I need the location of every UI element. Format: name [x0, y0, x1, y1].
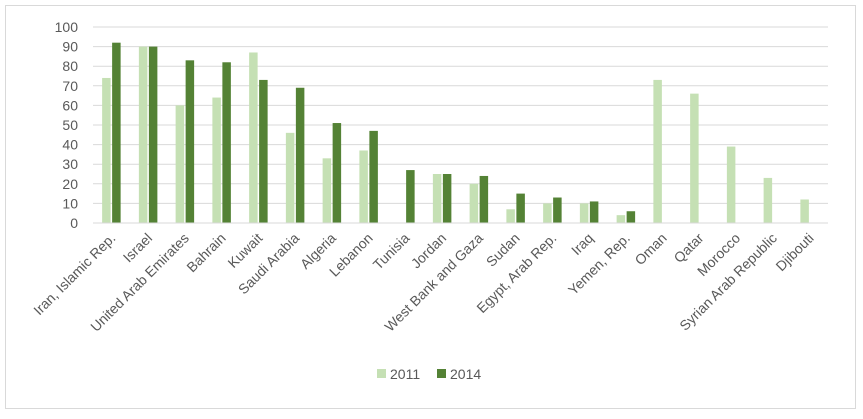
y-axis-ticks: 0 10 20 30 40 50 60 70 80 90 100	[55, 19, 79, 231]
bar-2011	[249, 52, 258, 224]
bar-2011	[359, 150, 368, 223]
y-tick-label: 0	[70, 215, 78, 231]
y-tick-label: 60	[62, 97, 78, 113]
bar-2011	[616, 215, 626, 223]
bar-2014	[516, 193, 525, 223]
bar-2011	[543, 203, 552, 223]
y-tick-label: 10	[62, 195, 78, 211]
bar-2014	[442, 174, 452, 223]
bar-2011	[763, 177, 773, 223]
bar-2011	[138, 46, 148, 223]
bar-2011	[322, 158, 332, 223]
bar-2011	[212, 97, 221, 223]
bar-chart: 0 10 20 30 40 50 60 70 80 90 100 Iran, Islamic Rep…	[30, 19, 828, 382]
legend-swatch-2011	[377, 369, 386, 378]
y-tick-label: 40	[62, 137, 78, 153]
bar-2011	[800, 199, 809, 223]
legend: 2011 2014	[377, 366, 481, 382]
legend-label: 2014	[450, 366, 481, 382]
y-tick-label: 90	[62, 39, 78, 55]
bar-2011	[432, 174, 442, 223]
x-category-label: Iraq	[568, 230, 596, 258]
bar-2011	[102, 77, 111, 224]
bar-2011	[726, 146, 736, 223]
bar-2014	[222, 62, 231, 223]
y-tick-label: 30	[62, 156, 78, 172]
bar-2011	[653, 79, 662, 223]
bar-2014	[295, 87, 305, 223]
legend-swatch-2014	[437, 369, 446, 378]
y-tick-label: 70	[62, 78, 78, 94]
x-category-label: Bahrain	[183, 230, 228, 275]
bar-2011	[579, 203, 589, 223]
y-tick-label: 80	[62, 58, 78, 74]
bar-2014	[406, 170, 415, 223]
bar-2014	[553, 197, 562, 223]
bar-2011	[175, 105, 185, 223]
bar-2011	[506, 209, 515, 223]
gridlines	[93, 26, 828, 204]
bar-2014	[185, 60, 195, 223]
bars	[102, 42, 809, 224]
bar-2011	[469, 183, 479, 223]
x-category-label: Oman	[631, 230, 669, 268]
bar-2011	[285, 132, 295, 223]
bar-2014	[369, 130, 378, 223]
bar-2014	[626, 211, 636, 223]
bar-2014	[332, 123, 342, 223]
bar-2014	[148, 46, 158, 223]
x-category-label: Tunisia	[370, 230, 413, 273]
bar-2011	[690, 93, 699, 223]
chart-frame: 0 10 20 30 40 50 60 70 80 90 100 Iran, Islamic Rep…	[5, 5, 856, 409]
y-tick-label: 50	[62, 117, 78, 133]
bar-2014	[589, 201, 599, 223]
x-category-label: Djibouti	[772, 230, 816, 274]
bar-2014	[259, 79, 268, 223]
y-tick-label: 100	[55, 19, 79, 35]
bar-2014	[479, 175, 489, 223]
y-tick-label: 20	[62, 176, 78, 192]
bar-2014	[112, 42, 121, 224]
legend-label: 2011	[390, 366, 420, 382]
